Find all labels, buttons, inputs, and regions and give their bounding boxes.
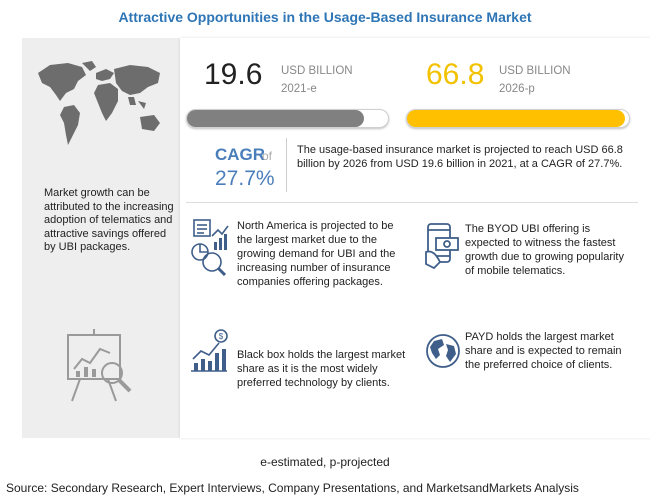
mobile-money-icon (425, 223, 459, 270)
bar-2021-track (186, 109, 389, 128)
bar-2026-fill (407, 110, 625, 127)
cagr-of: of (262, 149, 273, 163)
cagr-value: 27.7% (215, 167, 275, 190)
highlight-black-box: Black box holds the largest market share… (237, 349, 406, 389)
bar-2021-fill (187, 110, 364, 127)
bar-2026-track (406, 109, 630, 128)
highlight-payd: PAYD holds the largest market share and … (465, 331, 622, 371)
presentation-chart-icon (67, 329, 132, 402)
world-map-icon (38, 61, 160, 145)
cagr-divider (286, 138, 287, 192)
source-note: Source: Secondary Research, Expert Inter… (6, 481, 579, 495)
highlight-north-america: North America is projected to be the lar… (237, 220, 396, 288)
year-2026: 2026-p (499, 83, 535, 95)
section-divider (186, 202, 638, 203)
value-2021: 19.6 (204, 58, 263, 91)
globe-icon (426, 334, 460, 368)
footnote: e-estimated, p-projected (260, 455, 390, 469)
left-panel-text: Market growth can be attributed to the i… (44, 187, 174, 253)
market-summary: The usage-based insurance market is proj… (297, 144, 623, 170)
svg-text:$: $ (219, 332, 224, 341)
year-2021: 2021-e (281, 83, 317, 95)
highlight-byod: The BYOD UBI offering is expected to wit… (465, 223, 624, 277)
bar-chart-dollar-icon: $ (191, 329, 228, 372)
unit-2021: USD BILLION (281, 65, 353, 77)
value-2026: 66.8 (426, 58, 485, 91)
main-panel (180, 38, 650, 438)
infographic-title: Attractive Opportunities in the Usage-Ba… (118, 9, 532, 25)
cagr-label: CAGR (215, 145, 266, 164)
unit-2026: USD BILLION (499, 65, 571, 77)
growth-analysis-icon (191, 219, 229, 276)
